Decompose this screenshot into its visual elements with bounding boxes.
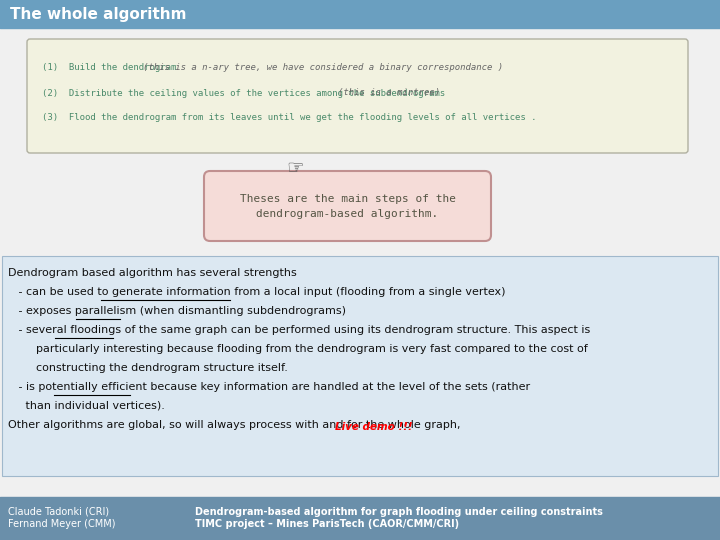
FancyBboxPatch shape: [2, 256, 718, 476]
Text: (2)  Distribute the ceiling values of the vertices among the subdendrograms: (2) Distribute the ceiling values of the…: [42, 89, 451, 98]
Text: The whole algorithm: The whole algorithm: [10, 6, 186, 22]
Text: Theses are the main steps of the: Theses are the main steps of the: [240, 194, 456, 204]
Text: Fernand Meyer (CMM): Fernand Meyer (CMM): [8, 519, 115, 529]
Text: (3)  Flood the dendrogram from its leaves until we get the flooding levels of al: (3) Flood the dendrogram from its leaves…: [42, 113, 536, 123]
Text: Claude Tadonki (CRI): Claude Tadonki (CRI): [8, 507, 109, 517]
Text: - exposes parallelism (when dismantling subdendrograms): - exposes parallelism (when dismantling …: [8, 306, 346, 316]
Text: Dendrogram based algorithm has several strengths: Dendrogram based algorithm has several s…: [8, 268, 297, 278]
FancyBboxPatch shape: [204, 171, 491, 241]
FancyBboxPatch shape: [27, 39, 688, 153]
Text: TIMC project – Mines ParisTech (CAOR/CMM/CRI): TIMC project – Mines ParisTech (CAOR/CMM…: [195, 519, 459, 529]
Text: (1)  Build the dendrogram: (1) Build the dendrogram: [42, 64, 181, 72]
Text: particularly interesting because flooding from the dendrogram is very fast compa: particularly interesting because floodin…: [8, 344, 588, 354]
Text: Other algorithms are global, so will always process with and for the whole graph: Other algorithms are global, so will alw…: [8, 420, 461, 430]
Text: dendrogram-based algorithm.: dendrogram-based algorithm.: [256, 209, 438, 219]
Text: ☞: ☞: [287, 159, 304, 178]
Text: (this is a n-ary tree, we have considered a binary correspondance ): (this is a n-ary tree, we have considere…: [143, 64, 503, 72]
Text: - can be used to generate information from a local input (flooding from a single: - can be used to generate information fr…: [8, 287, 505, 297]
Text: constructing the dendrogram structure itself.: constructing the dendrogram structure it…: [8, 363, 288, 373]
Text: Live demo !!!: Live demo !!!: [335, 422, 413, 432]
Text: than individual vertices).: than individual vertices).: [8, 401, 165, 411]
Text: - is potentially efficient because key information are handled at the level of t: - is potentially efficient because key i…: [8, 382, 530, 392]
Text: - several floodings of the same graph can be performed using its dendrogram stru: - several floodings of the same graph ca…: [8, 325, 590, 335]
Text: Dendrogram-based algorithm for graph flooding under ceiling constraints: Dendrogram-based algorithm for graph flo…: [195, 507, 603, 517]
Text: (this is a mintree): (this is a mintree): [338, 89, 441, 98]
